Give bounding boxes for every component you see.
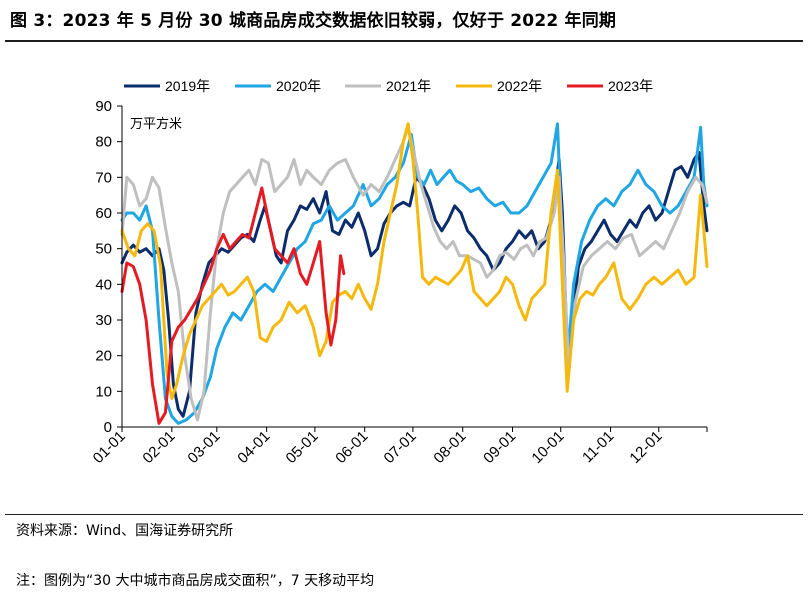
x-tick-label: 08-01 [430,428,469,467]
y-tick-label: 90 [95,98,112,115]
title-rule [5,40,803,42]
chart-legend: 2019年 2020年 2021年 2022年 2023年 [124,78,653,94]
chart-footnote: 注：图例为“30 大中城市商品房成交面积”，7 天移动平均 [16,573,375,589]
x-tick-label: 02-01 [139,428,178,467]
x-tick-label: 06-01 [332,428,371,467]
y-tick-label: 0 [104,419,112,436]
x-tick-label: 04-01 [234,428,273,467]
x-tick-label: 07-01 [381,428,420,467]
series-layer [120,122,709,425]
x-tick-label: 11-01 [579,428,617,466]
legend-label: 2019年 [165,78,210,94]
y-tick-label: 20 [95,348,112,365]
legend-label: 2020年 [276,78,321,94]
x-tick-label: 09-01 [480,428,519,467]
legend-label: 2022年 [497,78,542,94]
figure-title: 图 3：2023 年 5 月份 30 城商品房成交数据依旧较弱，仅好于 2022… [10,11,617,31]
line-chart: 2019年 2020年 2021年 2022年 2023年 万平方米 0 10 20 30 40… [90,78,709,467]
y-tick-label: 10 [95,383,112,400]
source-note: 资料来源：Wind、国海证券研究所 [16,523,234,539]
y-tick-label: 60 [95,205,112,222]
y-tick-label: 80 [95,134,112,151]
series-line-2022 [120,122,709,400]
legend-label: 2021年 [386,78,431,94]
source-rule [5,514,803,515]
x-tick-label: 05-01 [283,428,322,467]
y-tick-label: 50 [95,241,112,258]
x-tick-label: 10-01 [528,428,567,467]
x-tick-label: 03-01 [184,428,223,467]
legend-label: 2023年 [608,78,653,94]
y-tick-label: 30 [95,312,112,329]
y-tick-label: 70 [95,169,112,186]
x-tick-label: 12-01 [626,428,665,467]
y-tick-label: 40 [95,276,112,293]
unit-label: 万平方米 [130,116,182,132]
series-line-2023 [120,186,346,425]
